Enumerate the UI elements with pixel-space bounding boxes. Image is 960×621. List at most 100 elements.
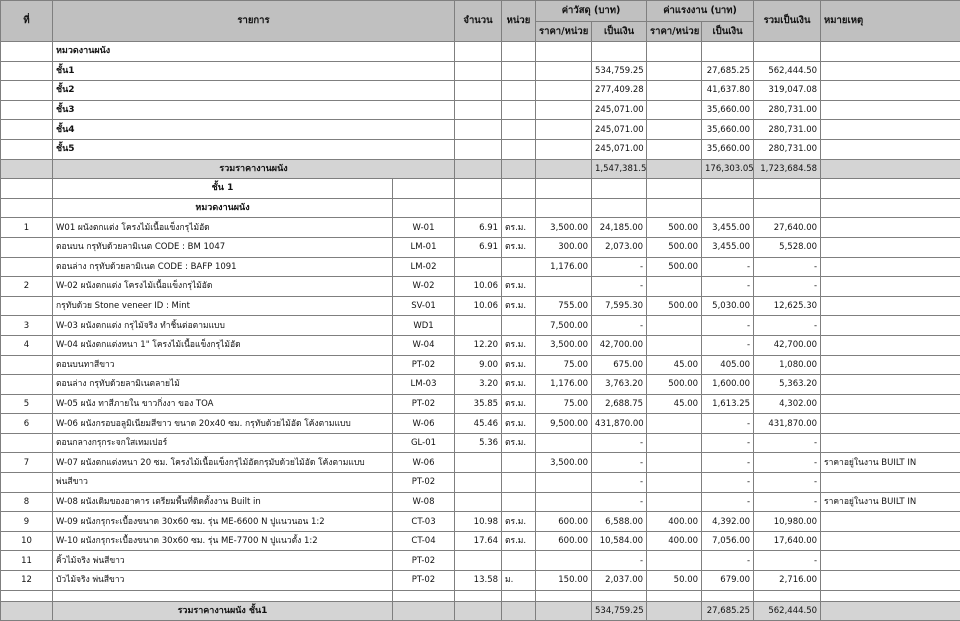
total-amount: 17,640.00 [754,531,821,551]
labor-amount: - [702,433,754,453]
labor-unit-price: 500.00 [647,218,702,238]
labor-unit-price [647,433,702,453]
empty-cell [455,179,502,199]
labor-unit-price [647,277,702,297]
header-unit: หน่วย [502,1,536,42]
item-remark [821,414,960,434]
empty-cell [455,590,502,601]
item-code: WD1 [393,316,455,336]
material-unit-price [536,551,592,571]
material-amount: - [592,473,647,493]
labor-unit-price: 500.00 [647,237,702,257]
empty-cell [455,81,502,101]
item-code: W-02 [393,277,455,297]
floor1-title: ชั้น 1 [53,179,393,199]
item-remark [821,375,960,395]
empty-cell [1,139,53,159]
floor1-title-row: ชั้น 1 [1,179,960,199]
labor-amount: 405.00 [702,355,754,375]
item-remark [821,296,960,316]
empty-cell [502,179,536,199]
labor-unit-price: 500.00 [647,375,702,395]
header-no: ที่ [1,1,53,42]
item-no [1,237,53,257]
summary-section-title: หมวดงานผนัง [53,42,455,62]
item-description: W-06 ผนังกรอบอลูมิเนียมสีขาว ขนาด 20x40 … [53,414,393,434]
item-qty: 6.91 [455,237,502,257]
labor-amount: 1,600.00 [702,375,754,395]
material-unit-price: 1,176.00 [536,375,592,395]
empty-cell [536,198,592,218]
labor-unit-price [647,335,702,355]
labor-unit-price: 45.00 [647,394,702,414]
summary-total-material: 1,547,381.53 [592,159,647,179]
empty-cell [502,100,536,120]
item-description: W-02 ผนังตกแต่ง โครงไม้เนื้อแข็งกรุไม้อั… [53,277,393,297]
material-amount: 245,071.00 [592,139,647,159]
material-amount: - [592,551,647,571]
floor1-total-label: รวมราคางานผนัง ชั้น1 [53,601,393,621]
item-unit: ตร.ม. [502,531,536,551]
header-material-amount: เป็นเงิน [592,22,647,42]
labor-amount: - [702,492,754,512]
item-qty: 10.98 [455,512,502,532]
material-amount: - [592,257,647,277]
item-qty: 5.36 [455,433,502,453]
empty-cell [393,590,455,601]
item-remark: ราคาอยู่ในงาน BUILT IN [821,492,960,512]
material-amount: - [592,316,647,336]
item-code: GL-01 [393,433,455,453]
empty-cell [821,198,960,218]
item-code: LM-02 [393,257,455,277]
total-amount: - [754,433,821,453]
total-amount: 42,700.00 [754,335,821,355]
labor-unit-price [647,453,702,473]
empty-cell [455,139,502,159]
item-unit: ตร.ม. [502,433,536,453]
summary-section-row: หมวดงานผนัง [1,42,960,62]
item-code: LM-01 [393,237,455,257]
labor-unit-price: 400.00 [647,531,702,551]
empty-cell [592,590,647,601]
item-unit [502,551,536,571]
material-amount: 42,700.00 [592,335,647,355]
item-qty [455,492,502,512]
labor-amount: 27,685.25 [702,61,754,81]
empty-cell [592,179,647,199]
material-amount: 24,185.00 [592,218,647,238]
empty-cell [702,590,754,601]
item-description: W-08 ผนังเดิมของอาคาร เตรียมพื้นที่ติดตั… [53,492,393,512]
empty-cell [821,120,960,140]
labor-amount: 35,660.00 [702,139,754,159]
item-remark [821,355,960,375]
item-unit [502,316,536,336]
item-description: W-05 ผนัง ทาสีภายใน ขาวกิ่งงา ของ TOA [53,394,393,414]
item-no: 10 [1,531,53,551]
empty-cell [1,81,53,101]
material-amount: 7,595.30 [592,296,647,316]
item-code: PT-02 [393,571,455,591]
total-amount: 2,716.00 [754,571,821,591]
empty-cell [455,159,502,179]
empty-cell [502,590,536,601]
empty-cell [821,179,960,199]
item-no [1,296,53,316]
labor-amount: 679.00 [702,571,754,591]
item-description: W-07 ผนังตกแต่งหนา 20 ซม. โครงไม้เนื้อแข… [53,453,393,473]
summary-total-labor: 176,303.05 [702,159,754,179]
empty-cell [1,601,53,621]
empty-cell [536,601,592,621]
floor-name: ชั้น4 [53,120,455,140]
empty-cell [821,590,960,601]
floor1-total-material: 534,759.25 [592,601,647,621]
empty-cell [455,100,502,120]
total-amount: - [754,257,821,277]
material-amount: 245,071.00 [592,100,647,120]
empty-cell [393,601,455,621]
